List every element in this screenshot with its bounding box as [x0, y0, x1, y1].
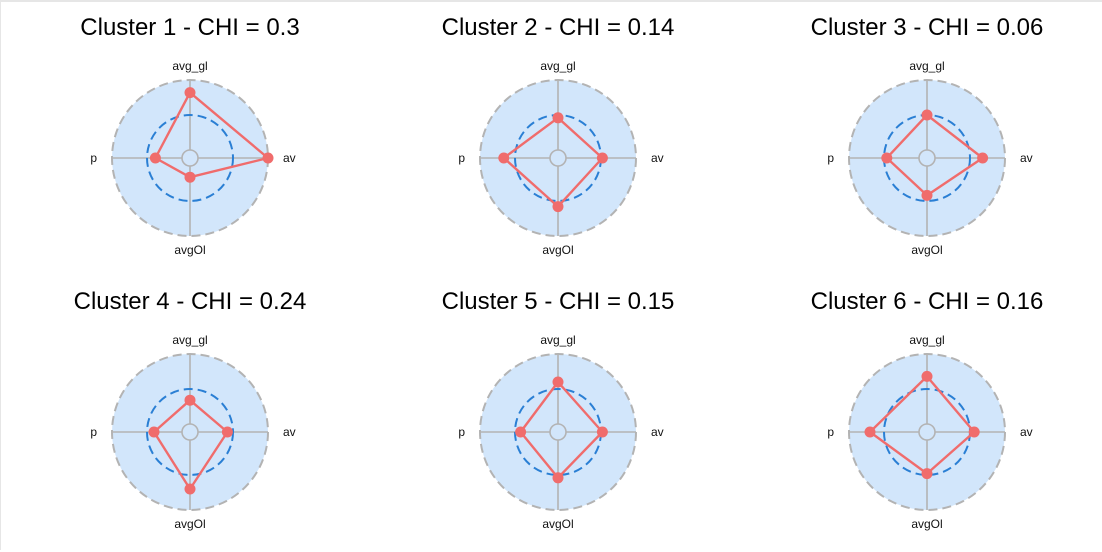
- radar-point-avgOl: [921, 468, 933, 480]
- radar-outer-ring: [111, 353, 269, 511]
- axis-label-p: p: [458, 425, 465, 439]
- radar-point-avg-gl: [552, 376, 564, 388]
- radar-point-p: [149, 152, 161, 164]
- radar-point-avg-gl: [184, 394, 196, 406]
- axis-label-avg-gl: avg_gl: [909, 333, 944, 347]
- axis-label-av: av: [283, 425, 296, 439]
- radar-point-avgOl: [921, 189, 933, 201]
- panel-title: Cluster 4 - CHI = 0.24: [74, 288, 307, 315]
- panel-title: Cluster 2 - CHI = 0.14: [442, 14, 675, 41]
- radar-point-p: [515, 426, 527, 438]
- radar-point-avgOl: [552, 201, 564, 213]
- axis-label-avg-gl: avg_gl: [172, 59, 207, 73]
- axis-label-avg-gl: avg_gl: [909, 59, 944, 73]
- radar-center-hole: [918, 149, 936, 167]
- axis-label-avgOl: avgOl: [174, 517, 205, 531]
- radar-point-av: [596, 426, 608, 438]
- radar-point-avgOl: [552, 472, 564, 484]
- radar-reference-ring: [146, 114, 234, 202]
- axis-label-av: av: [1020, 151, 1033, 165]
- axis-label-avg-gl: avg_gl: [540, 59, 575, 73]
- axis-label-p: p: [827, 151, 834, 165]
- radar-point-avgOl: [184, 483, 196, 495]
- radar-point-avg-gl: [921, 109, 933, 121]
- radar-center-hole: [918, 423, 936, 441]
- radar-center-hole: [549, 423, 567, 441]
- radar-point-av: [262, 152, 274, 164]
- axis-label-p: p: [90, 151, 97, 165]
- axis-label-av: av: [1020, 425, 1033, 439]
- axis-label-avgOl: avgOl: [911, 517, 942, 531]
- radar-outer-ring: [848, 353, 1006, 511]
- radar-outer-ring: [479, 353, 637, 511]
- panel-title: Cluster 5 - CHI = 0.15: [442, 288, 675, 315]
- radar-outer-ring: [848, 79, 1006, 237]
- radar-point-av: [977, 152, 989, 164]
- radar-point-av: [596, 152, 608, 164]
- axis-label-p: p: [458, 151, 465, 165]
- axis-label-p: p: [827, 425, 834, 439]
- radar-point-avg-gl: [921, 370, 933, 382]
- axis-label-avg-gl: avg_gl: [540, 333, 575, 347]
- radar-point-p: [864, 426, 876, 438]
- axis-label-p: p: [90, 425, 97, 439]
- radar-point-avg-gl: [552, 112, 564, 124]
- axis-label-avgOl: avgOl: [174, 243, 205, 257]
- panel-title: Cluster 6 - CHI = 0.16: [811, 288, 1044, 315]
- radar-point-p: [881, 152, 893, 164]
- panel-title: Cluster 1 - CHI = 0.3: [80, 14, 299, 41]
- radar-reference-ring: [146, 388, 234, 476]
- radar-point-av: [221, 426, 233, 438]
- radar-point-p: [148, 426, 160, 438]
- radar-point-av: [968, 426, 980, 438]
- axis-label-avgOl: avgOl: [542, 517, 573, 531]
- radar-center-hole: [549, 149, 567, 167]
- radar-center-hole: [181, 149, 199, 167]
- axis-label-avgOl: avgOl: [911, 243, 942, 257]
- axis-label-av: av: [283, 151, 296, 165]
- axis-label-avgOl: avgOl: [542, 243, 573, 257]
- radar-outer-ring: [479, 79, 637, 237]
- radar-point-avg-gl: [184, 87, 196, 99]
- radar-point-p: [498, 152, 510, 164]
- radar-point-avgOl: [184, 171, 196, 183]
- axis-label-av: av: [651, 151, 664, 165]
- panel-title: Cluster 3 - CHI = 0.06: [811, 14, 1044, 41]
- radar-center-hole: [181, 423, 199, 441]
- axis-label-avg-gl: avg_gl: [172, 333, 207, 347]
- axis-label-av: av: [651, 425, 664, 439]
